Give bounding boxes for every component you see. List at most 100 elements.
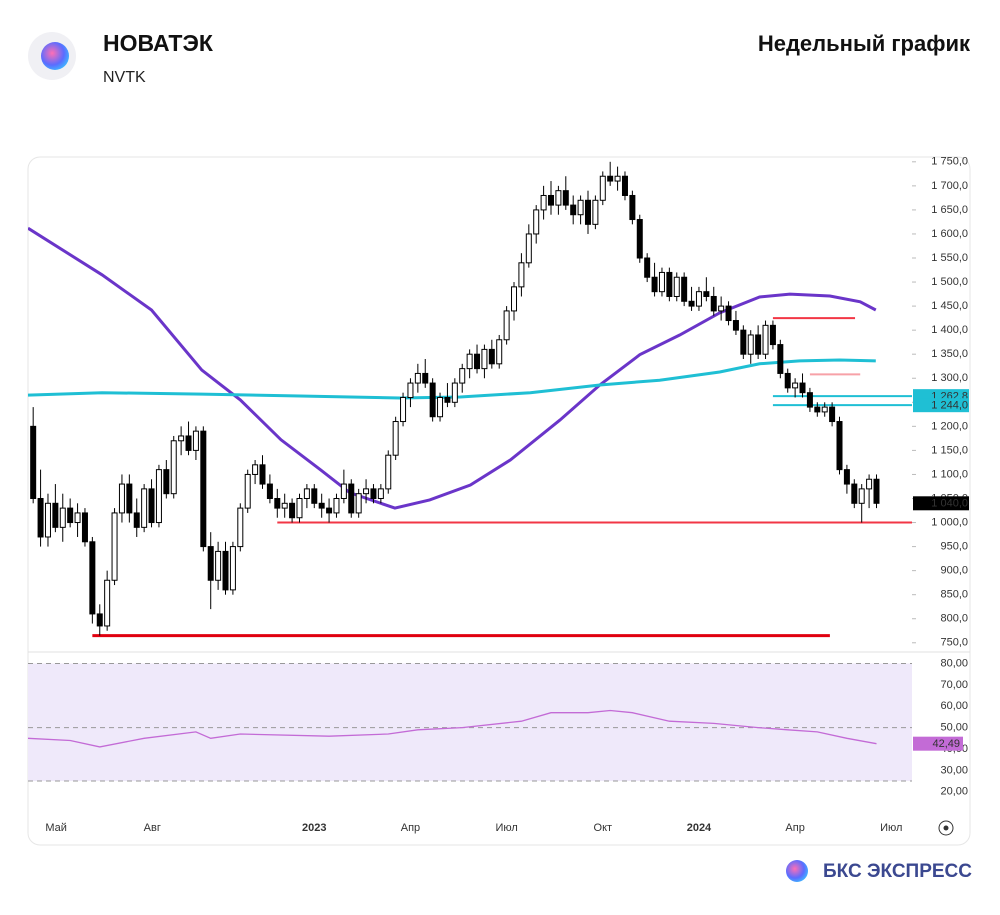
candle-body [481,348,488,370]
candle-body [303,488,310,499]
candle-body [769,324,776,346]
candle-body [681,276,688,302]
rsi-last-box [913,736,963,751]
candle-body [252,464,259,475]
candle-body [96,613,103,627]
candle-body [511,286,518,312]
candle-body [81,512,88,543]
candle-body [555,190,562,206]
candle-body [407,382,414,398]
candle-body [215,550,222,581]
eye-pupil [943,825,949,831]
candle-body [710,295,717,312]
candle-body [400,396,407,423]
rsi-tick-label: 70,00 [940,679,968,691]
ticker: NVTK [103,69,146,86]
candle-body [244,473,251,509]
candle-body [289,502,296,519]
candle-body [274,497,281,509]
candle-body [59,507,66,528]
y-tick-label: 900,0 [940,565,968,577]
x-tick-label: Июл [880,822,902,834]
candle-body [340,483,347,499]
rsi-line [28,709,877,748]
y-tick-label: 950,0 [940,540,968,552]
candle-body [444,396,451,403]
candle-body [414,372,421,384]
candle-body [118,483,125,514]
y-tick-label: 750,0 [940,637,968,649]
y-tick-label: 1 150,0 [931,444,968,456]
candle-body [636,219,643,259]
candle-body [89,541,96,615]
candle-body [392,421,399,456]
candle-body [148,488,155,524]
candle-body [762,324,769,355]
candle-body [836,421,843,471]
moving-average [28,226,877,510]
brand: БКС ЭКСПРЕСС [823,861,972,882]
y-tick-label: 1 300,0 [931,372,968,384]
candle-body [185,435,192,451]
candle-body [281,502,288,509]
rsi-pane [28,663,912,782]
candle-body [326,507,333,514]
candle-body [178,435,185,442]
candle-body [363,488,370,495]
candle-body [792,382,799,389]
x-tick-label: Июл [495,822,517,834]
x-tick-label: Окт [594,822,613,834]
price-pane [28,161,912,638]
candle-body [163,469,170,495]
chart-name: Недельный график [758,31,971,56]
candle-body [222,550,229,591]
candle-body [229,546,236,591]
candle-body [488,348,495,365]
candle-body [570,204,577,216]
y-tick-label: 1 000,0 [931,516,968,528]
candle-body [525,233,532,264]
candle-body [599,175,606,201]
candle-body [451,382,458,403]
candle-body [355,493,362,514]
price-label-box [913,398,969,413]
candle-body [658,271,665,293]
price-label-box [913,496,969,511]
y-tick-label: 1 400,0 [931,324,968,336]
x-tick-label: Май [45,822,67,834]
candle-body [296,497,303,519]
rsi-last-label: 42,49 [932,738,960,750]
x-tick-label: 2023 [302,822,326,834]
candle-body [688,300,695,307]
candle-body [614,175,621,182]
candle-body [577,199,584,216]
y-tick-label: 1 100,0 [931,468,968,480]
candle-body [858,488,865,504]
candle-body [673,276,680,297]
candle-body [747,334,754,355]
x-tick-label: Апр [401,822,420,834]
candle-body [333,497,340,514]
candle-body [104,579,111,627]
candle-body [740,329,747,355]
y-tick-label: 800,0 [940,613,968,625]
price-label: 1 244,0 [931,400,968,412]
rsi-band [28,663,912,782]
candle-body [725,305,732,322]
y-tick-label: 1 600,0 [931,228,968,240]
candle-body [533,209,540,235]
candle-body [755,334,762,355]
candle-body [518,262,525,288]
candle-body [30,425,37,499]
rsi-tick-label: 80,00 [940,657,968,669]
candle-body [44,502,51,538]
candle-body [718,305,725,312]
x-tick-label: Авг [144,822,161,834]
logo-mark [41,42,69,70]
candle-body [422,372,429,384]
candle-body [592,199,599,225]
y-tick-label: 1 700,0 [931,180,968,192]
candle-body [74,512,81,524]
eye-icon[interactable] [938,820,954,836]
